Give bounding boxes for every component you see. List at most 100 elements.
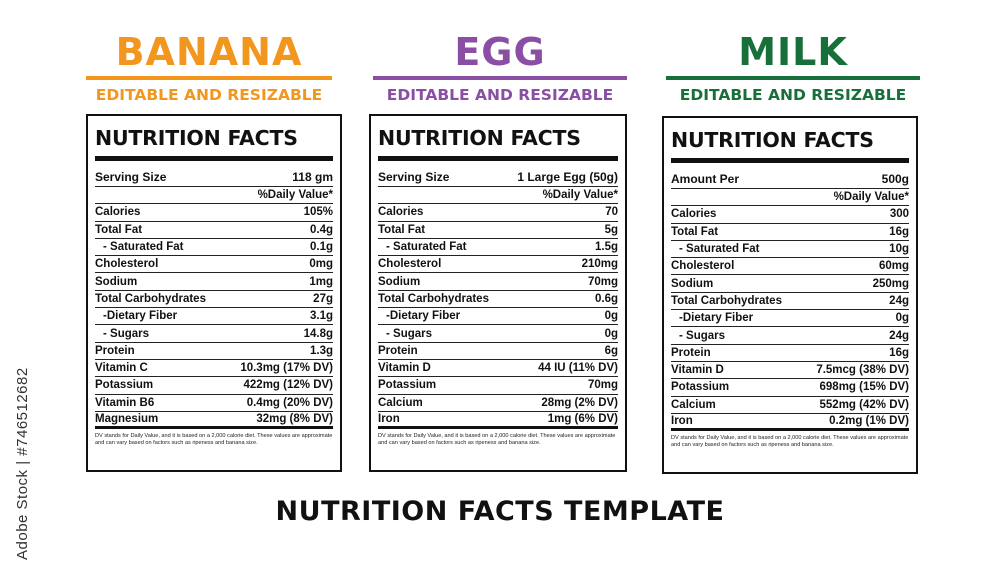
serving-label: Serving Size — [378, 169, 450, 184]
nutrient-row: Calories 105% — [95, 204, 333, 222]
nutrient-row: Total Carbohydrates 0.6g — [378, 291, 618, 309]
nutrient-row: Cholesterol 0mg — [95, 256, 333, 274]
egg-heading: EGG EDITABLE AND RESIZABLE — [373, 30, 627, 105]
label-title: NUTRITION FACTS — [671, 128, 874, 152]
nutrient-row: Total Fat 5g — [378, 222, 618, 239]
nutrient-label: - Saturated Fat — [679, 243, 760, 256]
nutrient-label: Potassium — [95, 379, 154, 392]
nutrient-value: 16g — [889, 225, 909, 238]
nutrient-label: Total Fat — [95, 223, 143, 236]
nutrient-value: 0.2mg (1% DV) — [829, 415, 909, 427]
product-subtitle: EDITABLE AND RESIZABLE — [386, 86, 614, 104]
nutrient-row: Iron 1mg (6% DV) — [378, 412, 618, 430]
nutrient-value: 0.6g — [594, 292, 618, 305]
nutrient-label: Vitamin D — [671, 364, 724, 377]
nutrient-row: Potassium 70mg — [378, 377, 618, 395]
nutrient-label: - Sugars — [103, 327, 150, 340]
nutrient-label: Calories — [671, 208, 717, 221]
nutrient-label: Total Carbohydrates — [671, 294, 782, 307]
nutrient-label: Calcium — [671, 398, 716, 411]
nutrient-label: Protein — [95, 344, 135, 357]
nutrient-row: Potassium 698mg (15% DV) — [671, 379, 909, 397]
nutrient-label: Iron — [378, 413, 400, 425]
nutrient-value: 1mg — [309, 275, 333, 288]
nutrient-value: 32mg (8% DV) — [256, 413, 333, 425]
thick-rule — [378, 156, 618, 161]
product-subtitle: EDITABLE AND RESIZABLE — [95, 86, 323, 104]
nutrient-row: Calcium 552mg (42% DV) — [671, 397, 909, 414]
nutrient-label: Total Fat — [378, 223, 426, 236]
heading-rule — [666, 76, 920, 80]
nutrient-row: -Dietary Fiber 0g — [671, 310, 909, 328]
nutrient-row: Vitamin B6 0.4mg (20% DV) — [95, 395, 333, 412]
nutrient-row: Sodium 250mg — [671, 275, 909, 293]
nutrient-value: 1.5g — [594, 241, 618, 254]
nutrient-value: 28mg (2% DV) — [541, 396, 618, 409]
nutrient-value: 552mg (42% DV) — [819, 398, 909, 411]
nutrient-value: 27g — [313, 292, 333, 305]
product-name: EGG — [454, 30, 546, 74]
daily-value-header: %Daily Value* — [378, 187, 618, 205]
product-name: BANANA — [115, 30, 303, 74]
nutrient-value: 44 IU (11% DV) — [538, 362, 618, 375]
serving-label: Amount Per — [671, 171, 740, 186]
nutrient-row: Sodium 70mg — [378, 273, 618, 291]
nutrient-value: 1.3g — [309, 344, 333, 357]
dv-header-text: %Daily Value* — [257, 189, 333, 202]
nutrient-value: 210mg — [581, 258, 618, 271]
label-title: NUTRITION FACTS — [95, 126, 298, 150]
nutrient-value: 698mg (15% DV) — [819, 381, 909, 394]
footnote: DV stands for Daily Value, and it is bas… — [671, 435, 909, 449]
nutrient-label: - Sugars — [679, 329, 726, 342]
serving-row: Amount Per 500g — [671, 169, 909, 189]
nutrient-value: 10g — [889, 243, 909, 256]
dv-header-text: %Daily Value* — [833, 191, 909, 204]
nutrient-value: 0g — [604, 310, 618, 323]
nutrient-label: Sodium — [671, 277, 714, 290]
nutrient-label: -Dietary Fiber — [386, 310, 461, 323]
dv-header-text: %Daily Value* — [542, 189, 618, 202]
nutrient-row: Magnesium 32mg (8% DV) — [95, 412, 333, 430]
nutrient-row: Total Carbohydrates 24g — [671, 293, 909, 311]
nutrient-row: Total Fat 0.4g — [95, 222, 333, 239]
nutrient-label: Potassium — [671, 381, 730, 394]
nutrient-row: Iron 0.2mg (1% DV) — [671, 414, 909, 432]
banana-column: BANANA EDITABLE AND RESIZABLE — [86, 0, 332, 105]
nutrient-label: - Saturated Fat — [103, 241, 184, 254]
thick-rule — [671, 158, 909, 163]
banana-nutrition-label: NUTRITION FACTS Serving Size 118 gm %Dai… — [86, 114, 342, 472]
nutrient-row: - Saturated Fat 0.1g — [95, 239, 333, 257]
serving-value: 118 gm — [292, 169, 333, 184]
milk-column: MILK EDITABLE AND RESIZABLE — [666, 0, 920, 105]
product-name: MILK — [738, 30, 848, 74]
nutrient-label: Cholesterol — [95, 258, 159, 271]
nutrient-value: 24g — [889, 329, 909, 342]
nutrient-row: Calories 70 — [378, 204, 618, 222]
nutrient-label: -Dietary Fiber — [103, 310, 178, 323]
nutrient-value: 250mg — [872, 277, 909, 290]
nutrient-value: 0mg — [309, 258, 333, 271]
nutrient-value: 16g — [889, 346, 909, 359]
nutrient-value: 1mg (6% DV) — [547, 413, 618, 425]
milk-heading: MILK EDITABLE AND RESIZABLE — [666, 30, 920, 105]
nutrient-label: Sodium — [378, 275, 421, 288]
nutrient-row: Total Carbohydrates 27g — [95, 291, 333, 309]
nutrient-row: - Saturated Fat 1.5g — [378, 239, 618, 257]
egg-nutrition-label: NUTRITION FACTS Serving Size 1 Large Egg… — [369, 114, 627, 472]
nutrient-value: 300 — [889, 208, 909, 221]
nutrient-row: Sodium 1mg — [95, 273, 333, 291]
milk-nutrition-label: NUTRITION FACTS Amount Per 500g %Daily V… — [662, 116, 918, 474]
nutrient-value: 60mg — [878, 260, 909, 273]
nutrient-label: Calcium — [378, 396, 423, 409]
serving-row: Serving Size 118 gm — [95, 167, 333, 187]
nutrient-value: 0g — [604, 327, 618, 340]
thick-rule — [95, 156, 333, 161]
nutrient-label: Cholesterol — [671, 260, 735, 273]
nutrient-value: 5g — [604, 223, 618, 236]
stock-id-text: Adobe Stock | #746512682 — [14, 367, 31, 560]
nutrient-row: Vitamin D 44 IU (11% DV) — [378, 360, 618, 378]
nutrient-label: Magnesium — [95, 413, 159, 425]
nutrient-label: Calories — [378, 206, 424, 219]
nutrient-row: Protein 6g — [378, 343, 618, 360]
nutrient-row: Cholesterol 210mg — [378, 256, 618, 274]
